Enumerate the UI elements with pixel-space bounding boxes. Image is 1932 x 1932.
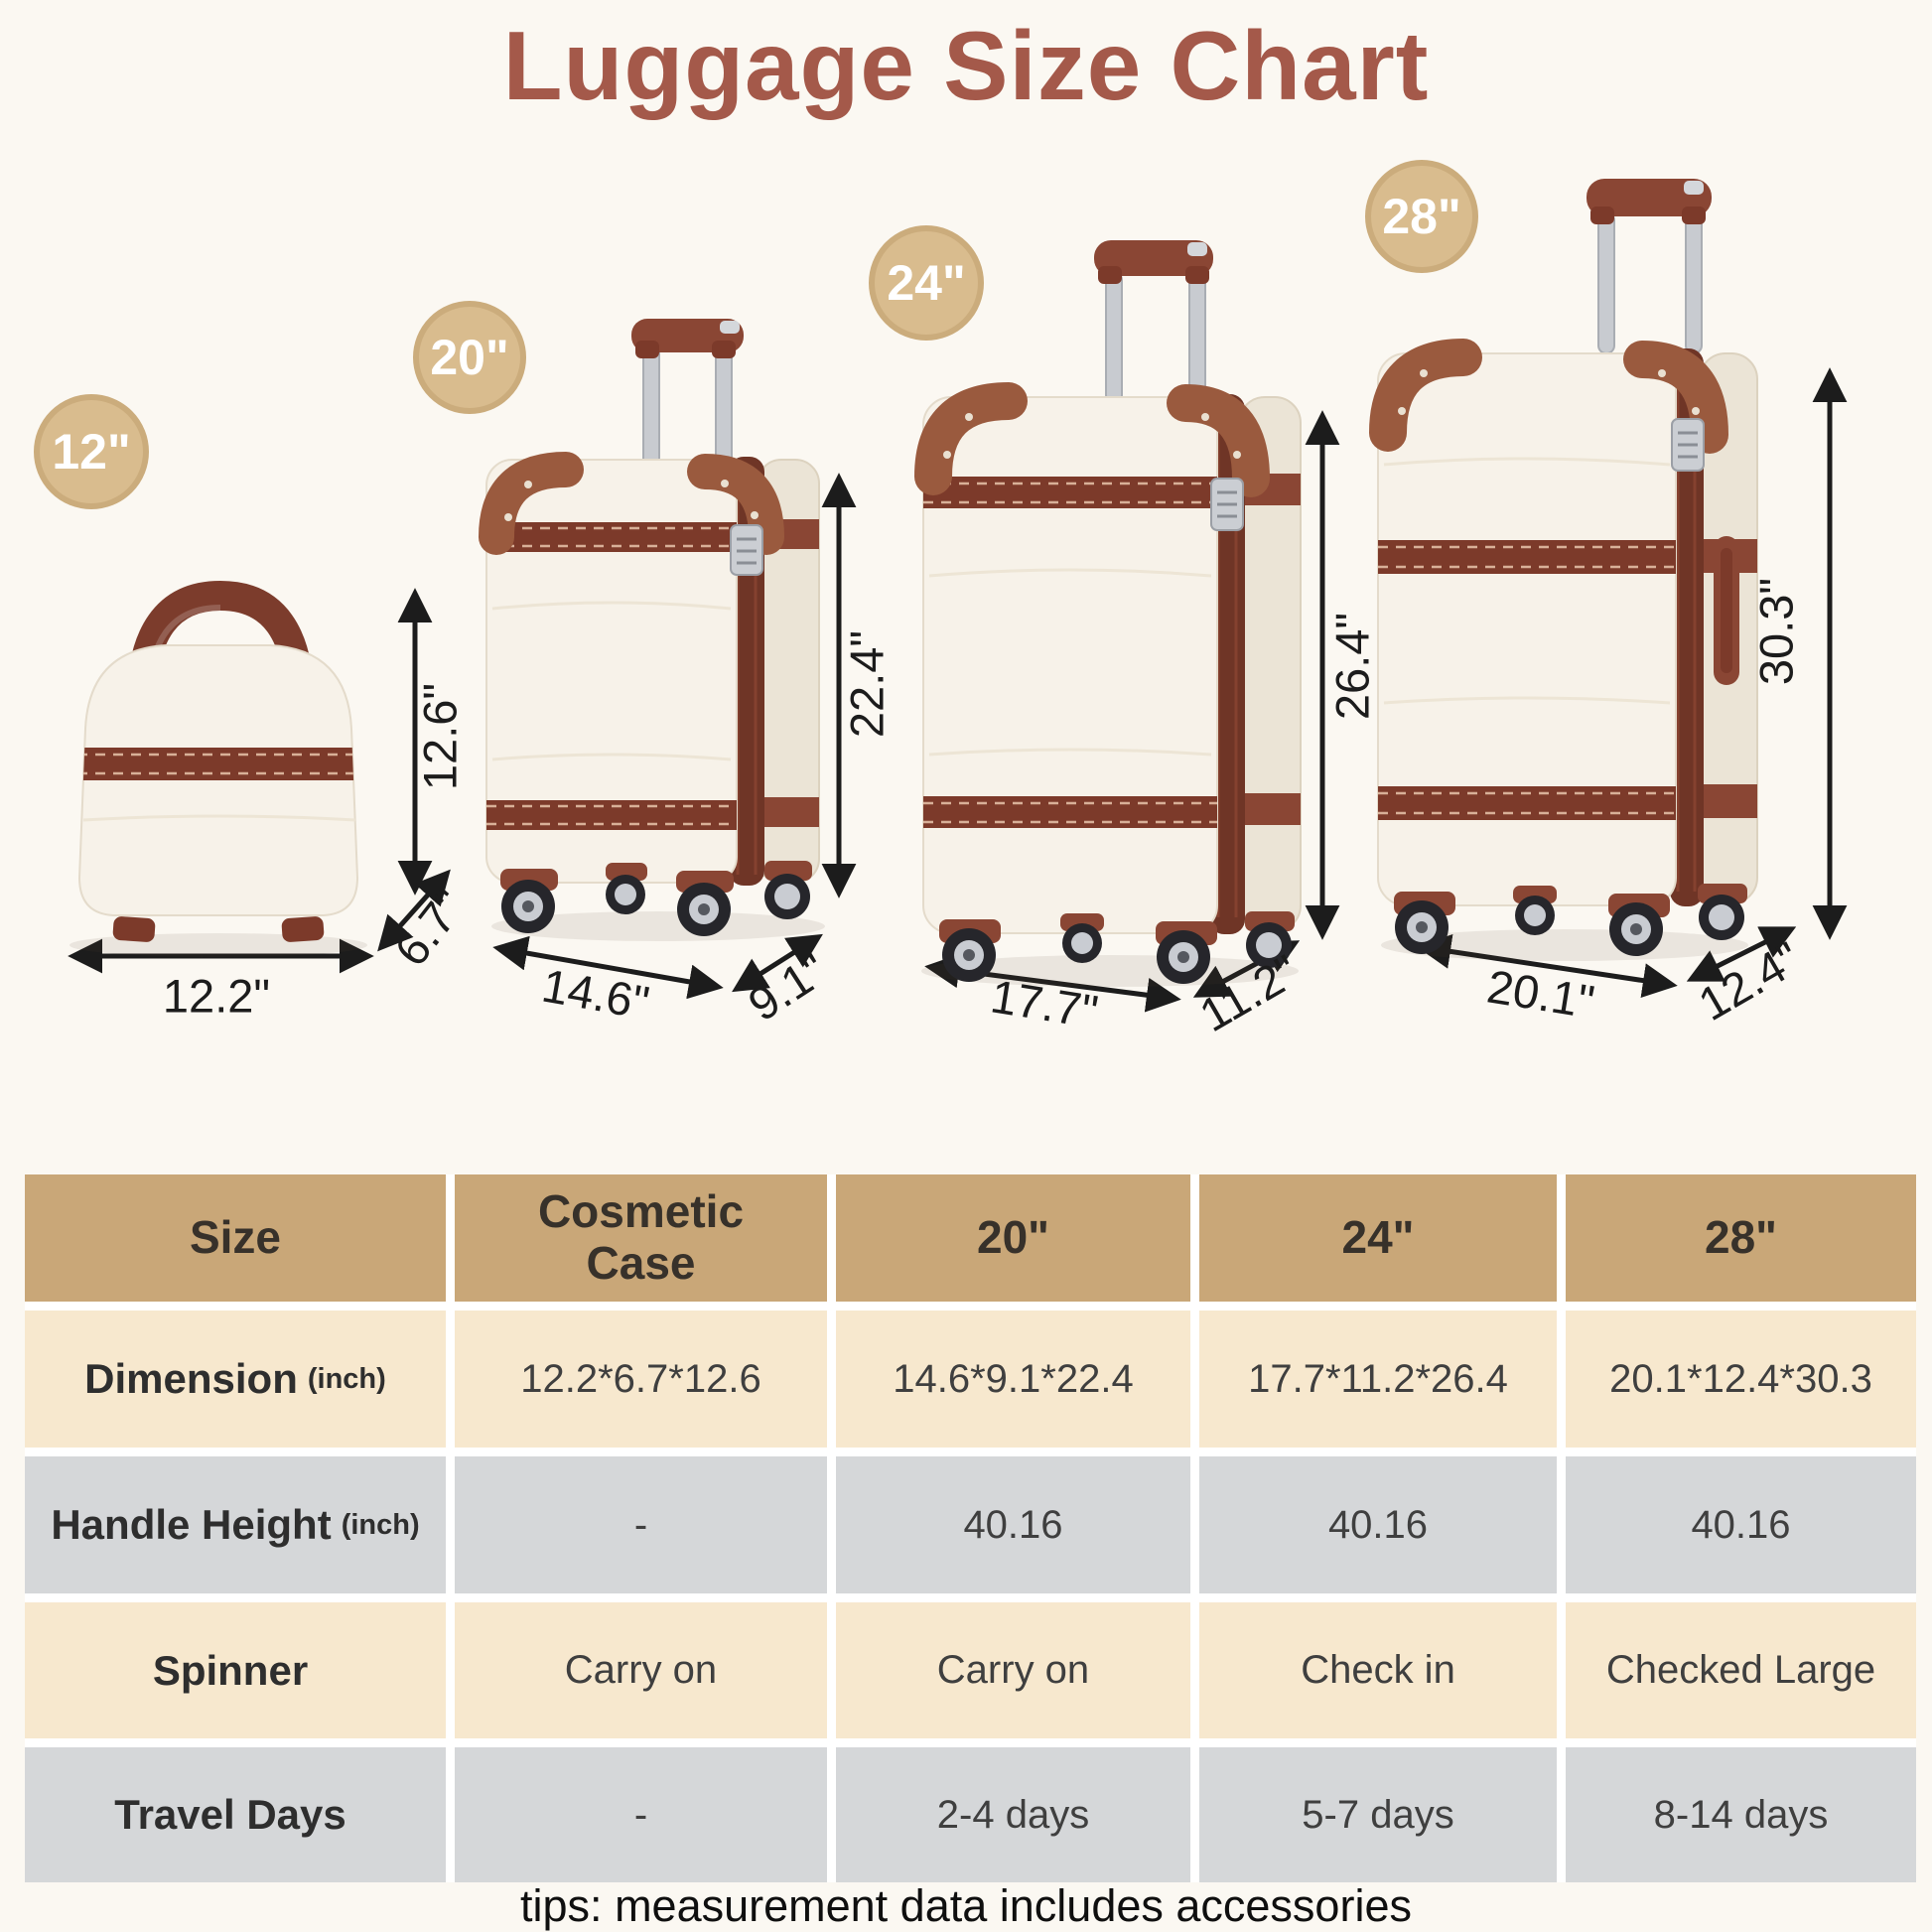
row-label-spinner: Spinner <box>25 1602 446 1738</box>
col-header-28: 28" <box>1566 1174 1916 1302</box>
table-cell: - <box>455 1456 827 1593</box>
table-cell: 40.16 <box>1199 1456 1557 1593</box>
table-cell: - <box>455 1747 827 1882</box>
row-label-handle-height: Handle Height (inch) <box>25 1456 446 1593</box>
width-label-cosmetic: 12.2" <box>162 969 271 1023</box>
badge-24-inch: 24" <box>869 225 984 341</box>
table-cell: 20.1*12.4*30.3 <box>1566 1311 1916 1448</box>
size-table: Size Cosmetic Case 20" 24" 28" Dimension… <box>25 1174 1916 1882</box>
height-label-20: 22.4" <box>840 629 894 739</box>
col-header-size: Size <box>25 1174 446 1302</box>
table-cell: 17.7*11.2*26.4 <box>1199 1311 1557 1448</box>
cosmetic-case-image <box>69 580 367 957</box>
table-cell: Carry on <box>455 1602 827 1738</box>
tip-note: tips: measurement data includes accessor… <box>520 1880 1412 1931</box>
luggage-illustration: 12" 20" 24" 28" <box>34 160 1848 1041</box>
col-header-20: 20" <box>836 1174 1190 1302</box>
table-cell: Carry on <box>836 1602 1190 1738</box>
col-header-cosmetic-case: Cosmetic Case <box>455 1174 827 1302</box>
table-cell: 40.16 <box>836 1456 1190 1593</box>
height-label-cosmetic: 12.6" <box>413 682 467 791</box>
height-label-28: 30.3" <box>1749 577 1803 686</box>
table-cell: 14.6*9.1*22.4 <box>836 1311 1190 1448</box>
suitcase-20-image <box>479 319 825 941</box>
table-cell: 8-14 days <box>1566 1747 1916 1882</box>
badge-12-inch: 12" <box>34 394 149 509</box>
table-cell: 5-7 days <box>1199 1747 1557 1882</box>
height-label-24: 26.4" <box>1325 612 1379 721</box>
table-cell: Check in <box>1199 1602 1557 1738</box>
row-label-travel-days: Travel Days <box>25 1747 446 1882</box>
suitcase-28-image <box>1369 179 1758 961</box>
table-cell: 2-4 days <box>836 1747 1190 1882</box>
badge-20-inch: 20" <box>413 301 526 414</box>
col-header-24: 24" <box>1199 1174 1557 1302</box>
table-cell: 12.2*6.7*12.6 <box>455 1311 827 1448</box>
badge-28-inch: 28" <box>1365 160 1478 273</box>
row-label-dimension: Dimension (inch) <box>25 1311 446 1448</box>
table-cell: 40.16 <box>1566 1456 1916 1593</box>
suitcase-24-image <box>914 240 1302 987</box>
page-title: Luggage Size Chart <box>502 11 1430 120</box>
table-cell: Checked Large <box>1566 1602 1916 1738</box>
